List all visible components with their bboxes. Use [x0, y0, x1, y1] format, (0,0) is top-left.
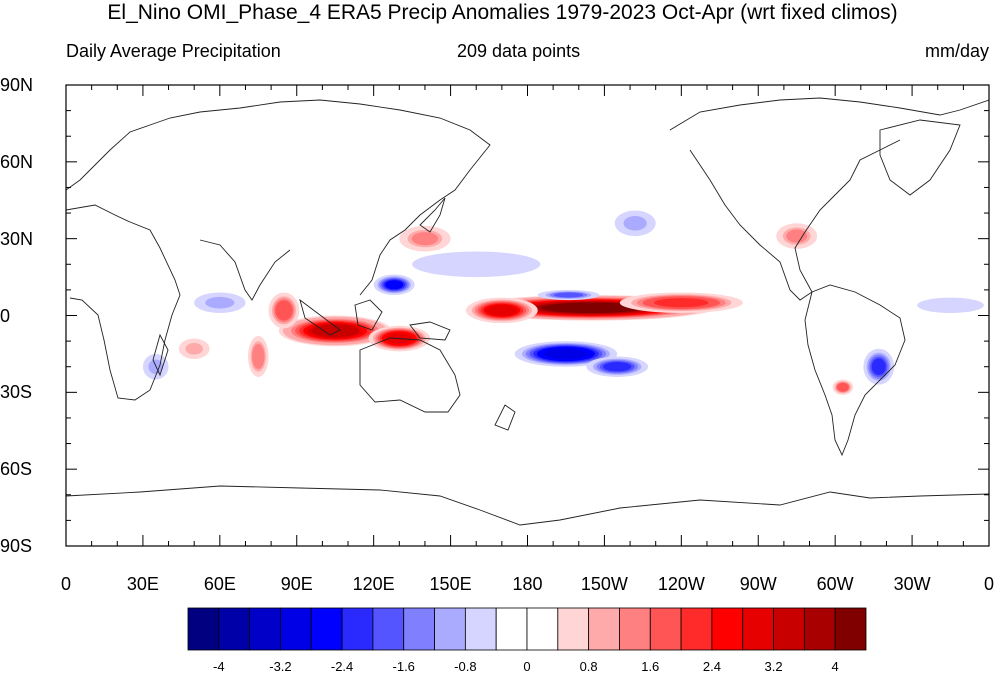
coast-india	[199, 239, 291, 301]
colorbar-box-17	[711, 607, 744, 651]
coast-greenland	[879, 119, 961, 196]
colorbar-box-12	[557, 607, 590, 651]
colorbar-box-5	[341, 607, 374, 651]
colorbar-box-11	[526, 607, 559, 651]
coast-eurasia	[66, 99, 491, 296]
anomaly-region-15-level-1	[871, 358, 886, 375]
coastlines	[66, 97, 989, 526]
lon-tick-label: 60E	[203, 574, 236, 594]
coast-japan	[419, 197, 446, 233]
lat-tick-label: 60N	[0, 151, 34, 172]
lon-tick-label: 120W	[657, 574, 705, 594]
anomaly-region-3-level-1	[311, 324, 360, 338]
lat-tick-label: 30S	[0, 382, 33, 403]
lat-tick-label: 90S	[0, 536, 33, 556]
colorbar-label: -2.4	[330, 659, 354, 674]
colorbar-label: 0.8	[579, 659, 598, 674]
anomaly-region-6-level-1	[253, 346, 264, 367]
colorbar-box-16	[680, 607, 713, 651]
colorbar-label: -0.8	[454, 659, 477, 674]
lon-tick-label: 30W	[893, 574, 931, 594]
lat-tick-label: 0	[0, 305, 11, 326]
anomaly-region-8-level-1	[411, 232, 439, 246]
coast-south-america	[804, 284, 906, 457]
colorbar-label: 1.6	[641, 659, 660, 674]
colorbar-box-19	[773, 607, 805, 651]
lat-tick-label: 30N	[0, 228, 34, 249]
colorbar-box-14	[619, 607, 651, 651]
colorbar-box-3	[280, 607, 312, 651]
anomaly-region-0-level-1	[541, 302, 642, 314]
lon-tick-label: 0	[60, 574, 71, 594]
colorbar-box-2	[249, 607, 281, 651]
lon-tick-label: 0	[983, 574, 994, 594]
coast-north-america	[669, 97, 989, 301]
anomaly-region-20-level-1	[623, 216, 647, 231]
colorbar-label: 2.4	[702, 659, 721, 674]
coast-borneo	[354, 299, 383, 331]
map-axes	[65, 84, 990, 547]
anomaly-field	[142, 210, 984, 395]
coast-newguinea	[409, 321, 451, 341]
colorbar-box-9	[464, 607, 497, 651]
anomaly-region-2-level-1	[486, 304, 518, 316]
colorbar-box-6	[372, 607, 405, 651]
anomaly-region-14-level-1	[553, 292, 584, 298]
colorbar-box-4	[310, 607, 343, 651]
coast-newzealand	[494, 404, 516, 431]
coast-australia	[359, 337, 461, 413]
anomaly-region-1-level-1	[654, 298, 709, 308]
anomaly-region-7-level-1	[185, 342, 203, 355]
lon-tick-label: 180	[512, 574, 543, 594]
subtitle-center: 209 data points	[457, 41, 581, 61]
colorbar-box-1	[218, 607, 251, 651]
colorbar-box-13	[588, 607, 620, 651]
colorbar-box-8	[434, 607, 466, 651]
colorbar-label: -4	[213, 659, 225, 674]
colorbar-box-0	[187, 607, 220, 651]
plot-title: El_Nino OMI_Phase_4 ERA5 Precip Anomalie…	[107, 1, 898, 24]
lon-tick-label: 90E	[280, 574, 313, 594]
coast-antarctica	[66, 485, 989, 526]
units-label: mm/day	[924, 41, 989, 61]
colorbar-label: -1.6	[392, 659, 415, 674]
colorbar-box-20	[803, 607, 836, 651]
anomaly-region-10-level-1	[838, 383, 848, 391]
colorbar-label: 3.2	[764, 659, 783, 674]
lon-tick-label: 120E	[352, 574, 395, 594]
colorbar-label: 0	[523, 659, 531, 674]
coast-sumatra	[299, 298, 341, 336]
lon-tick-label: 90W	[739, 574, 777, 594]
coast-madagascar	[152, 333, 169, 377]
anomaly-region-12-level-1	[603, 362, 632, 372]
colorbar-box-21	[834, 607, 867, 651]
coast-africa	[66, 204, 181, 401]
lon-tick-label: 60W	[816, 574, 854, 594]
colorbar-label: -3.2	[269, 659, 292, 674]
anomaly-region-16-level-1	[432, 255, 520, 273]
colorbar-box-10	[495, 607, 528, 651]
subtitle-left: Daily Average Precipitation	[66, 41, 281, 61]
lon-tick-label: 30E	[126, 574, 159, 594]
lon-tick-label: 150E	[429, 574, 472, 594]
lat-tick-label: 60S	[0, 459, 33, 480]
anomaly-region-13-level-1	[385, 280, 404, 290]
anomaly-region-5-level-1	[276, 302, 291, 319]
anomaly-region-18-level-1	[928, 300, 974, 311]
anomaly-region-9-level-1	[786, 229, 808, 243]
anomaly-region-11-level-1	[544, 348, 588, 360]
lat-tick-label: 90N	[0, 75, 34, 95]
colorbar-box-7	[403, 607, 435, 651]
lon-tick-label: 150W	[580, 574, 628, 594]
colorbar-label: 4	[831, 659, 839, 674]
anomaly-region-17-level-1	[205, 296, 235, 309]
colorbar-box-18	[742, 607, 774, 651]
colorbar-box-15	[649, 607, 682, 651]
colorbar	[187, 607, 867, 651]
